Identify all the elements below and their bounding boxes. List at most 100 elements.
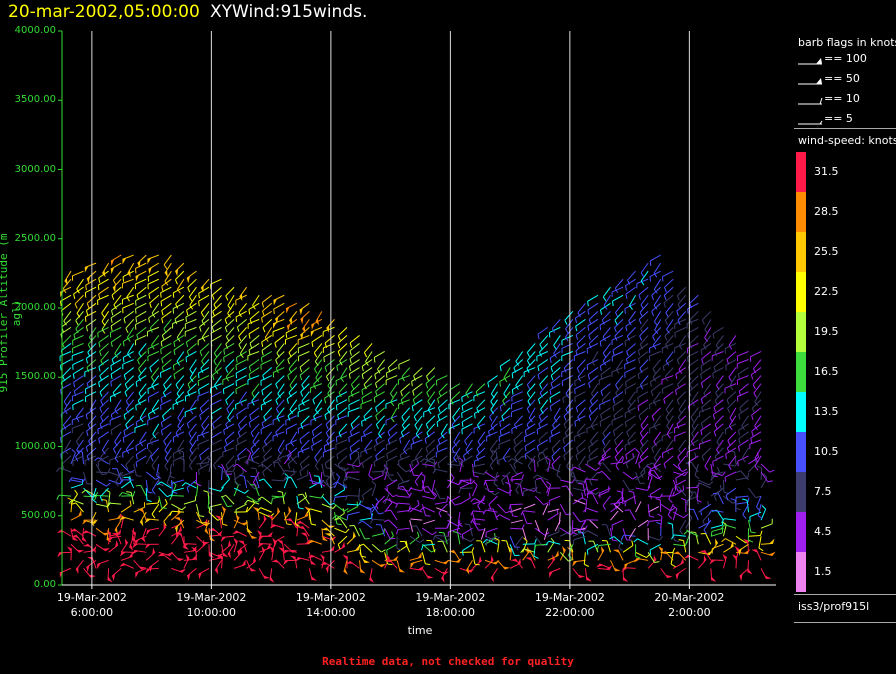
wind-barb bbox=[145, 547, 156, 561]
barb-shaft bbox=[223, 383, 235, 390]
barb-shaft bbox=[160, 367, 172, 374]
barb-feather bbox=[452, 416, 456, 422]
barb-shaft bbox=[499, 514, 511, 521]
barb-feather bbox=[301, 384, 305, 390]
barb-shaft bbox=[125, 319, 135, 329]
barb-feather bbox=[527, 400, 531, 406]
barb-feather bbox=[212, 311, 215, 317]
barb-feather bbox=[220, 486, 224, 492]
barb-shaft bbox=[185, 318, 197, 325]
barb-shaft bbox=[384, 502, 393, 513]
wind-barb bbox=[200, 278, 210, 293]
wind-barb bbox=[209, 447, 222, 458]
wind-barb bbox=[501, 407, 511, 422]
barb-feather bbox=[378, 433, 382, 439]
wind-barb bbox=[62, 415, 72, 430]
wind-barb bbox=[362, 487, 373, 501]
wind-barb bbox=[384, 552, 393, 566]
wind-barb bbox=[677, 455, 687, 470]
barb-feather bbox=[461, 534, 464, 540]
wind-barb bbox=[324, 407, 335, 420]
barb-feather bbox=[224, 319, 228, 325]
barb-shaft bbox=[490, 383, 498, 395]
barb-shaft bbox=[110, 318, 122, 327]
barb-flag bbox=[572, 561, 578, 567]
barb-feather bbox=[323, 357, 325, 363]
barb-shaft bbox=[212, 286, 222, 296]
wind-barb bbox=[538, 431, 549, 445]
barb-shaft bbox=[671, 524, 674, 537]
wind-barb bbox=[349, 343, 360, 356]
wind-barb bbox=[400, 383, 411, 397]
barb-shaft bbox=[73, 286, 84, 295]
barb-shaft bbox=[336, 359, 348, 367]
barb-shaft bbox=[110, 423, 122, 431]
barb-shaft bbox=[547, 558, 556, 569]
barb-feather bbox=[614, 335, 618, 341]
barb-shaft bbox=[197, 439, 210, 446]
wind-barb bbox=[514, 415, 524, 430]
barb-shaft bbox=[472, 484, 478, 497]
wind-barb bbox=[75, 560, 84, 574]
barb-feather bbox=[612, 539, 618, 542]
barb-feather bbox=[349, 447, 353, 453]
barb-shaft bbox=[233, 484, 239, 497]
wind-barb bbox=[523, 431, 536, 443]
barb-feather bbox=[671, 534, 675, 540]
barb-shaft bbox=[623, 534, 636, 537]
wind-barb bbox=[189, 455, 197, 471]
barb-shaft bbox=[260, 375, 272, 382]
barb-feather bbox=[386, 549, 388, 556]
barb-feather bbox=[446, 497, 449, 503]
barb-shaft bbox=[201, 311, 210, 322]
barb-feather bbox=[235, 509, 237, 515]
barb-feather bbox=[100, 416, 104, 422]
barb-feather bbox=[275, 359, 278, 365]
barb-flag bbox=[175, 268, 179, 277]
wind-barb bbox=[247, 318, 260, 329]
barb-feather bbox=[436, 445, 439, 451]
barb-shaft bbox=[486, 535, 498, 542]
wind-barb bbox=[342, 554, 348, 569]
barb-feather bbox=[515, 489, 519, 495]
barb-shaft bbox=[110, 335, 122, 343]
barb-feather bbox=[411, 381, 413, 387]
wind-barb bbox=[323, 351, 335, 363]
barb-shaft bbox=[122, 302, 134, 309]
wind-barb bbox=[576, 335, 586, 349]
wind-barb bbox=[601, 447, 611, 462]
barb-feather bbox=[503, 393, 508, 399]
barb-shaft bbox=[61, 455, 72, 465]
wind-barb bbox=[473, 455, 486, 467]
wind-barb bbox=[386, 479, 398, 492]
barb-shaft bbox=[195, 504, 200, 516]
wind-barb bbox=[385, 399, 398, 409]
barb-shaft bbox=[666, 319, 674, 330]
barb-feather bbox=[499, 406, 502, 412]
barb-feather bbox=[640, 473, 644, 478]
wind-barb bbox=[614, 439, 624, 454]
wind-barb bbox=[198, 294, 210, 307]
barb-feather bbox=[227, 505, 233, 508]
barb-feather bbox=[185, 357, 188, 363]
barb-shaft bbox=[173, 367, 185, 375]
wind-barb bbox=[465, 383, 473, 398]
barb-feather bbox=[408, 486, 413, 492]
barb-feather bbox=[513, 367, 517, 373]
barb-feather bbox=[612, 398, 615, 404]
barb-shaft bbox=[424, 431, 436, 440]
wind-barb bbox=[586, 423, 599, 434]
barb-shaft bbox=[196, 462, 209, 465]
barb-feather bbox=[665, 360, 670, 366]
barb-shaft bbox=[235, 439, 247, 446]
barb-feather bbox=[288, 352, 292, 358]
barb-flag bbox=[680, 557, 684, 565]
wind-barb bbox=[434, 559, 450, 565]
barb-shaft bbox=[499, 359, 511, 367]
wind-barb bbox=[503, 367, 511, 383]
barb-feather bbox=[73, 391, 77, 397]
barb-shaft bbox=[147, 343, 160, 350]
wind-barb bbox=[336, 447, 348, 460]
barb-shaft bbox=[298, 342, 310, 349]
barb-feather bbox=[581, 492, 584, 498]
